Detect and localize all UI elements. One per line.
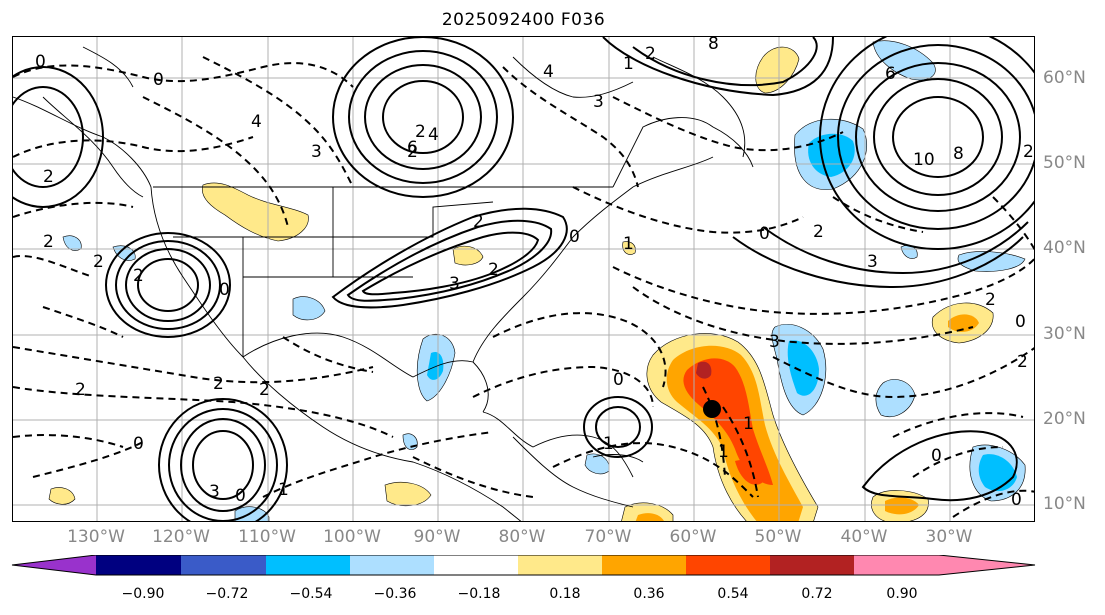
contour-label: 4 [543, 62, 554, 82]
contour-label: 2 [43, 167, 54, 187]
contour-label: 2 [93, 252, 104, 272]
colorbar-segment [181, 555, 266, 575]
contour-label: 2 [473, 212, 484, 232]
colorbar-segment [266, 555, 350, 575]
graticule [13, 37, 1034, 521]
lon-label: 60°W [669, 527, 717, 547]
map-svg: 0 0 2 4 3 6 2 4 2 2 4 1 8 3 6 10 8 2 0 3… [13, 37, 1034, 521]
lon-label: 50°W [754, 527, 802, 547]
colorbar-tick-label: −0.36 [373, 586, 417, 602]
colorbar-segment [350, 555, 434, 575]
contour-label: 4 [251, 112, 262, 132]
contour-label: 3 [867, 252, 878, 272]
contour-label: 2 [1023, 142, 1034, 162]
lat-label: 10°N [1043, 494, 1086, 514]
colorbar-tick-label: −0.72 [205, 586, 249, 602]
colorbar-segment [686, 555, 770, 575]
contour-label: 2 [645, 44, 656, 64]
lat-label: 40°N [1043, 238, 1086, 258]
contour-label: 1 [278, 480, 289, 500]
lon-label: 30°W [925, 527, 973, 547]
shaded-positive-fields [48, 46, 994, 521]
contour-label: 0 [1011, 490, 1022, 510]
contour-label: 2 [75, 380, 86, 400]
contour-label: 2 [1017, 352, 1028, 372]
colorbar-tick-label: 0.36 [633, 586, 665, 602]
contour-label: 0 [133, 434, 144, 454]
lon-label: 80°W [498, 527, 546, 547]
colorbar-tick-label: 0.72 [801, 586, 833, 602]
contour-label: 2 [985, 290, 996, 310]
contour-label: 1 [718, 442, 729, 462]
shaded-negative-fields [62, 40, 1026, 521]
coastlines [13, 46, 754, 521]
lon-label: 110°W [238, 527, 296, 547]
contour-label: 8 [953, 144, 964, 164]
dashed-contours [13, 56, 1034, 518]
contour-label: 6 [407, 138, 418, 158]
lon-label: 90°W [413, 527, 461, 547]
contour-label: 0 [931, 446, 942, 466]
colorbar-tick-label: 0.54 [717, 586, 749, 602]
colorbar-segment [602, 555, 686, 575]
contour-label: 2 [488, 260, 499, 280]
colorbar-extend-low [12, 555, 96, 575]
contour-label: 0 [569, 227, 580, 247]
contour-label: 3 [311, 142, 322, 162]
solid-contours [13, 37, 1034, 521]
contour-labels: 0 0 2 4 3 6 2 4 2 2 4 1 8 3 6 10 8 2 0 3… [35, 37, 1034, 510]
contour-label: 1 [603, 434, 614, 454]
lat-label: 50°N [1043, 153, 1086, 173]
lon-label: 100°W [323, 527, 381, 547]
lat-label: 30°N [1043, 324, 1086, 344]
contour-label: 2 [259, 380, 270, 400]
contour-label: 1 [623, 54, 634, 74]
colorbar-segment [96, 555, 181, 575]
contour-label: 2 [813, 222, 824, 242]
colorbar-segment [770, 555, 854, 575]
lon-label: 130°W [67, 527, 125, 547]
colorbar-segment [518, 555, 602, 575]
lon-label: 120°W [152, 527, 210, 547]
contour-label: 1 [743, 414, 754, 434]
contour-label: 2 [407, 142, 418, 162]
contour-label: 2 [415, 122, 426, 142]
contour-label: 6 [885, 64, 896, 84]
colorbar-tick-label: −0.54 [289, 586, 333, 602]
contour-label: 1 [623, 234, 634, 254]
contour-label: 0 [219, 280, 230, 300]
colorbar [11, 555, 1036, 576]
colorbar-tick-label: −0.90 [121, 586, 165, 602]
contour-label: 0 [613, 370, 624, 390]
colorbar-extend-high [854, 555, 1035, 575]
colorbar-tick-label: 0.90 [886, 586, 918, 602]
contour-label: 0 [759, 224, 770, 244]
lon-label: 40°W [840, 527, 888, 547]
contour-label: 2 [43, 232, 54, 252]
storm-center-marker [703, 400, 721, 418]
map-panel: 0 0 2 4 3 6 2 4 2 2 4 1 8 3 6 10 8 2 0 3… [12, 36, 1035, 522]
contour-label: 3 [769, 332, 780, 352]
contour-label: 0 [153, 70, 164, 90]
map-title: 2025092400 F036 [441, 10, 606, 30]
contour-label: 3 [593, 92, 604, 112]
colorbar-tick-label: −0.18 [457, 586, 501, 602]
colorbar-segment [434, 555, 518, 575]
contour-label: 10 [913, 150, 935, 170]
contour-label: 0 [235, 486, 246, 506]
contour-label: 3 [209, 482, 220, 502]
lat-label: 20°N [1043, 409, 1086, 429]
contour-label: 2 [213, 374, 224, 394]
lat-label: 60°N [1043, 68, 1086, 88]
colorbar-tick-label: 0.18 [549, 586, 581, 602]
contour-label: 4 [428, 125, 439, 145]
contour-label: 0 [1015, 312, 1026, 332]
lon-label: 70°W [584, 527, 632, 547]
contour-label: 0 [35, 52, 46, 72]
contour-label: 8 [708, 37, 719, 54]
contour-label: 2 [133, 266, 144, 286]
contour-label: 3 [449, 274, 460, 294]
